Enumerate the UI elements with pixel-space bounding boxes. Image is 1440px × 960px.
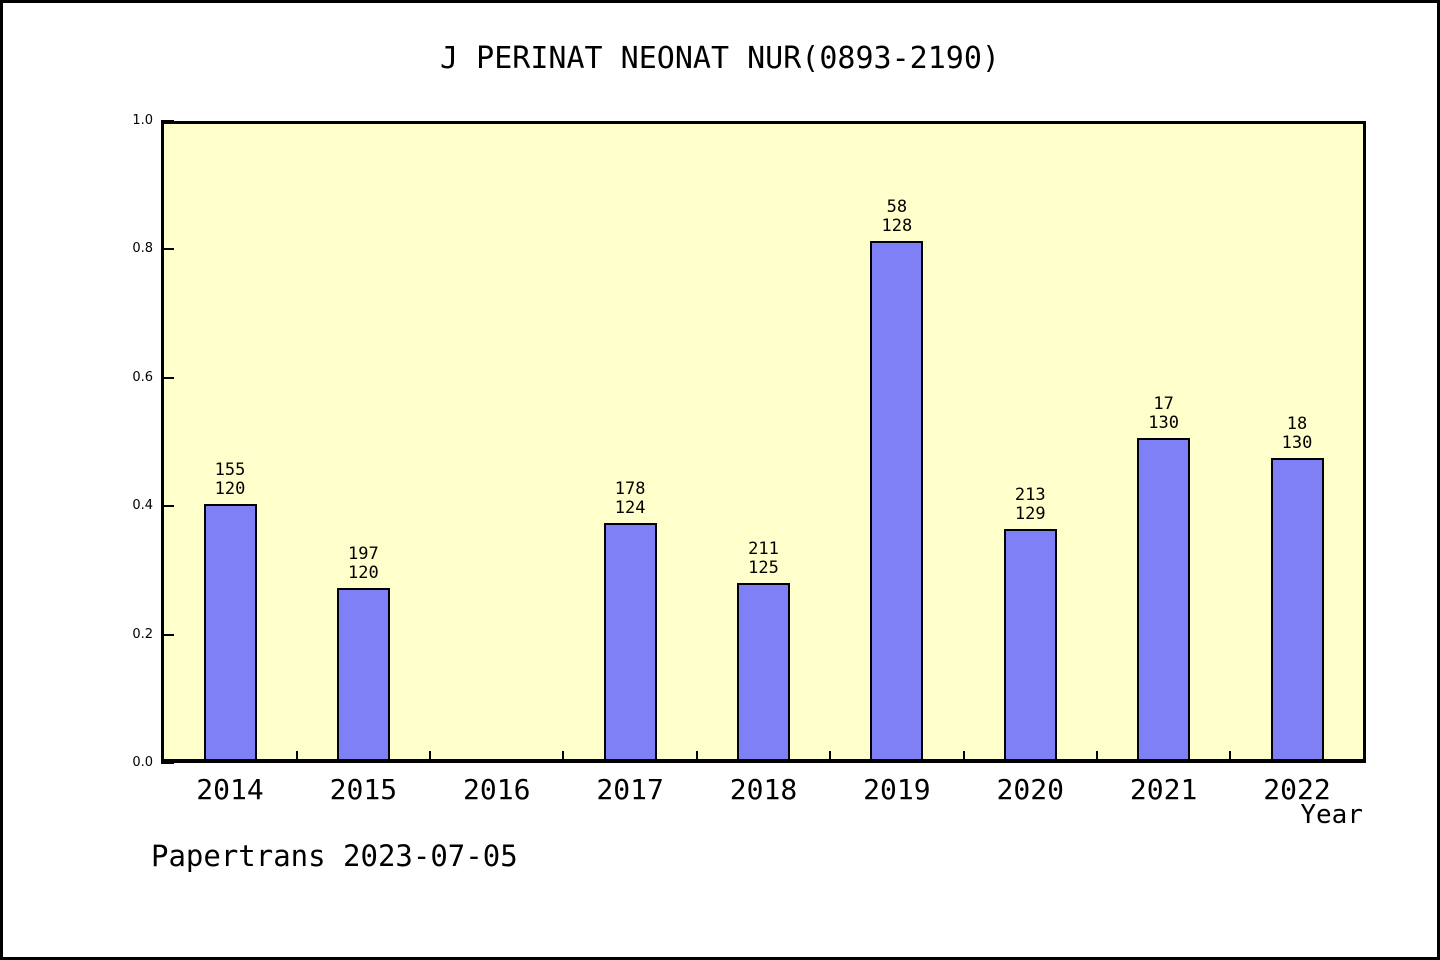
y-tick-mark [161, 762, 174, 764]
y-tick-label: 0.6 [132, 369, 153, 385]
bar [1270, 458, 1324, 761]
x-axis-label: Year [1300, 800, 1363, 830]
x-tick-label: 2021 [1129, 773, 1198, 806]
x-tick-mark [562, 751, 565, 759]
x-tick-label: 2019 [863, 773, 931, 806]
bar [603, 522, 657, 761]
y-tick-label: 0.2 [132, 626, 153, 642]
bar-label: 58 128 [881, 197, 913, 237]
bar-label: 197 120 [348, 543, 379, 583]
footer-text: Papertrans 2023-07-05 [151, 839, 518, 873]
bar-label: 213 129 [1014, 484, 1046, 524]
bar-label: 17 130 [1148, 394, 1179, 434]
y-tick-mark [161, 633, 174, 636]
bar-label: 211 125 [748, 539, 779, 579]
bar-label: 155 120 [214, 460, 246, 500]
x-tick-mark [1229, 751, 1232, 759]
x-tick-label: 2022 [1263, 773, 1331, 806]
y-tick-mark [161, 505, 174, 508]
bar [1003, 528, 1057, 761]
x-tick-label: 2020 [996, 773, 1064, 806]
x-tick-label: 2015 [329, 773, 398, 806]
x-tick-mark [829, 751, 832, 759]
bar-label: 18 130 [1281, 414, 1313, 454]
x-tick-mark [295, 751, 298, 759]
bar [203, 504, 257, 761]
y-tick-mark [161, 120, 174, 122]
x-tick-mark [429, 751, 432, 759]
y-tick-label: 1.0 [132, 113, 153, 128]
x-tick-label: 2014 [196, 773, 264, 806]
bar [336, 587, 390, 761]
x-tick-mark [1095, 751, 1098, 759]
bar-label: 178 124 [614, 478, 646, 518]
x-tick-mark [962, 751, 965, 759]
y-tick-mark [161, 376, 174, 379]
x-tick-label: 2017 [596, 773, 664, 806]
y-tick-label: 0.4 [132, 498, 153, 514]
y-tick-label: 0.8 [132, 241, 153, 257]
x-tick-mark [695, 751, 698, 759]
y-tick-label: 0.0 [132, 755, 153, 770]
bar [870, 241, 924, 761]
x-tick-label: 2016 [463, 773, 531, 806]
x-tick-label: 2018 [729, 773, 798, 806]
y-tick-mark [161, 248, 174, 251]
bar [737, 583, 790, 761]
chart-title: J PERINAT NEONAT NUR(0893-2190) [440, 41, 1000, 76]
bar [1137, 438, 1191, 761]
